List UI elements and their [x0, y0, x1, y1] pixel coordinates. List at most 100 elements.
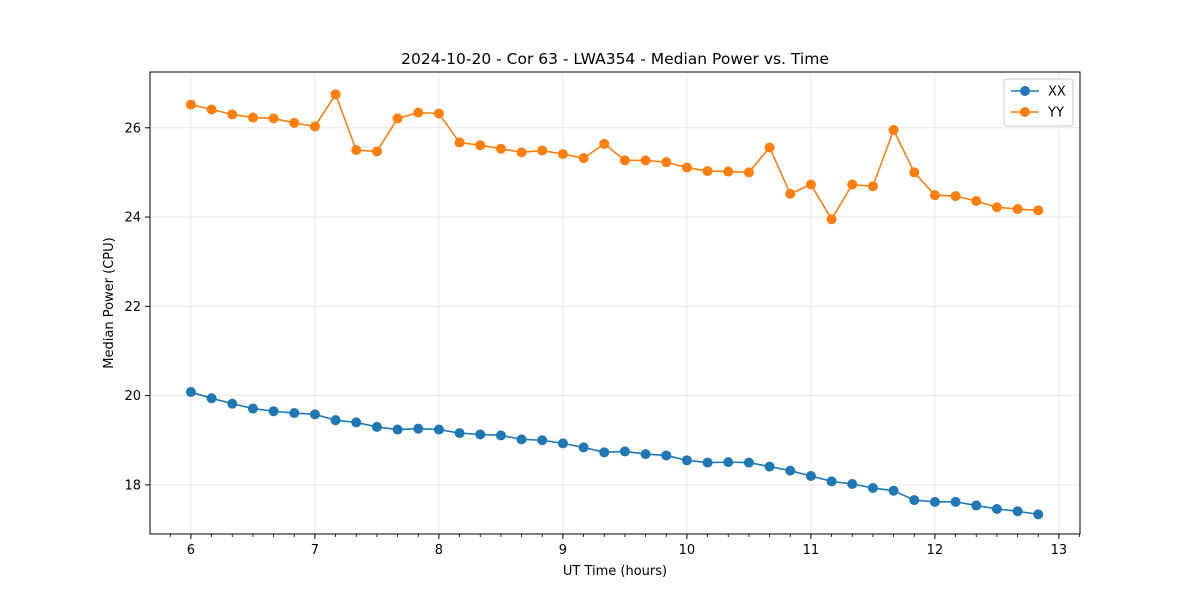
data-point-yy	[640, 155, 651, 166]
y-tick-label: 24	[124, 211, 141, 226]
data-point-yy	[991, 202, 1002, 213]
data-point-yy	[289, 117, 300, 128]
data-point-yy	[619, 155, 630, 166]
data-point-yy	[309, 121, 320, 132]
data-point-xx	[330, 415, 341, 426]
data-point-xx	[743, 457, 754, 468]
data-point-xx	[371, 421, 382, 432]
data-point-xx	[847, 479, 858, 490]
chart-title: 2024-10-20 - Cor 63 - LWA354 - Median Po…	[401, 50, 829, 68]
data-point-xx	[413, 423, 424, 434]
series-line-yy	[190, 93, 1039, 221]
data-point-xx	[268, 406, 279, 417]
data-point-xx	[640, 449, 651, 460]
data-point-yy	[206, 104, 217, 115]
x-axis-label: UT Time (hours)	[563, 564, 667, 579]
x-tick-label: 7	[311, 543, 319, 558]
data-point-yy	[185, 99, 196, 110]
grid-lines	[150, 72, 1080, 534]
data-point-yy	[1033, 205, 1044, 216]
y-tick-label: 26	[124, 121, 141, 136]
data-point-xx	[785, 465, 796, 476]
data-point-xx	[599, 447, 610, 458]
data-point-yy	[578, 153, 589, 164]
axis-ticks: 6 7 8 9 10 11 12 13 18 20 22 24 26	[124, 121, 1080, 558]
data-point-yy	[1012, 204, 1023, 215]
data-point-xx	[433, 424, 444, 435]
data-point-yy	[330, 89, 341, 100]
data-point-yy	[537, 145, 548, 156]
data-point-yy	[351, 145, 362, 156]
data-point-yy	[475, 140, 486, 151]
data-point-yy	[557, 149, 568, 160]
data-point-yy	[454, 137, 465, 148]
data-point-yy	[681, 162, 692, 173]
data-point-xx	[557, 438, 568, 449]
data-point-yy	[413, 107, 424, 118]
data-point-xx	[702, 457, 713, 468]
y-tick-label: 18	[124, 478, 141, 493]
data-point-yy	[888, 125, 899, 136]
data-point-yy	[805, 179, 816, 190]
series-yy	[185, 89, 1044, 225]
data-point-yy	[247, 112, 258, 123]
data-point-yy	[227, 109, 238, 120]
data-point-xx	[991, 504, 1002, 515]
x-tick-label: 12	[927, 543, 944, 558]
data-point-xx	[1012, 506, 1023, 517]
data-point-xx	[475, 429, 486, 440]
data-point-yy	[495, 143, 506, 154]
data-point-yy	[661, 157, 672, 168]
data-point-xx	[537, 435, 548, 446]
series-xx	[185, 387, 1044, 520]
data-point-yy	[785, 188, 796, 199]
data-point-xx	[681, 455, 692, 466]
data-point-yy	[909, 167, 920, 178]
data-point-xx	[185, 387, 196, 398]
y-tick-label: 22	[124, 300, 141, 315]
data-point-yy	[929, 190, 940, 201]
data-point-xx	[929, 496, 940, 507]
data-point-yy	[599, 138, 610, 149]
data-point-xx	[971, 500, 982, 511]
data-point-xx	[888, 485, 899, 496]
data-point-yy	[268, 113, 279, 124]
data-point-xx	[1033, 509, 1044, 520]
data-point-xx	[495, 430, 506, 441]
data-point-xx	[867, 483, 878, 494]
data-point-xx	[289, 408, 300, 419]
data-point-yy	[826, 214, 837, 225]
data-point-xx	[826, 476, 837, 487]
x-tick-label: 13	[1051, 543, 1068, 558]
data-point-xx	[723, 457, 734, 468]
y-axis-label: Median Power (CPU)	[102, 237, 117, 368]
legend-label-xx: XX	[1048, 85, 1066, 100]
data-point-yy	[743, 167, 754, 178]
data-point-yy	[971, 196, 982, 207]
data-point-xx	[909, 495, 920, 506]
data-point-yy	[950, 191, 961, 202]
legend-marker-xx	[1020, 86, 1030, 96]
data-point-yy	[433, 108, 444, 119]
legend-marker-yy	[1020, 107, 1030, 117]
data-point-yy	[847, 179, 858, 190]
data-point-yy	[371, 146, 382, 157]
data-point-yy	[867, 181, 878, 192]
data-point-xx	[227, 398, 238, 409]
x-tick-label: 6	[187, 543, 195, 558]
legend: XX YY	[1003, 78, 1074, 127]
x-tick-label: 11	[803, 543, 820, 558]
data-point-xx	[516, 434, 527, 445]
data-point-xx	[309, 409, 320, 420]
legend-label-yy: YY	[1047, 106, 1064, 121]
data-point-xx	[619, 446, 630, 457]
x-tick-label: 10	[679, 543, 696, 558]
data-point-xx	[764, 461, 775, 472]
data-point-yy	[392, 113, 403, 124]
plot-area-frame	[149, 71, 1081, 535]
x-tick-label: 8	[435, 543, 443, 558]
data-point-yy	[702, 166, 713, 177]
data-point-xx	[805, 470, 816, 481]
